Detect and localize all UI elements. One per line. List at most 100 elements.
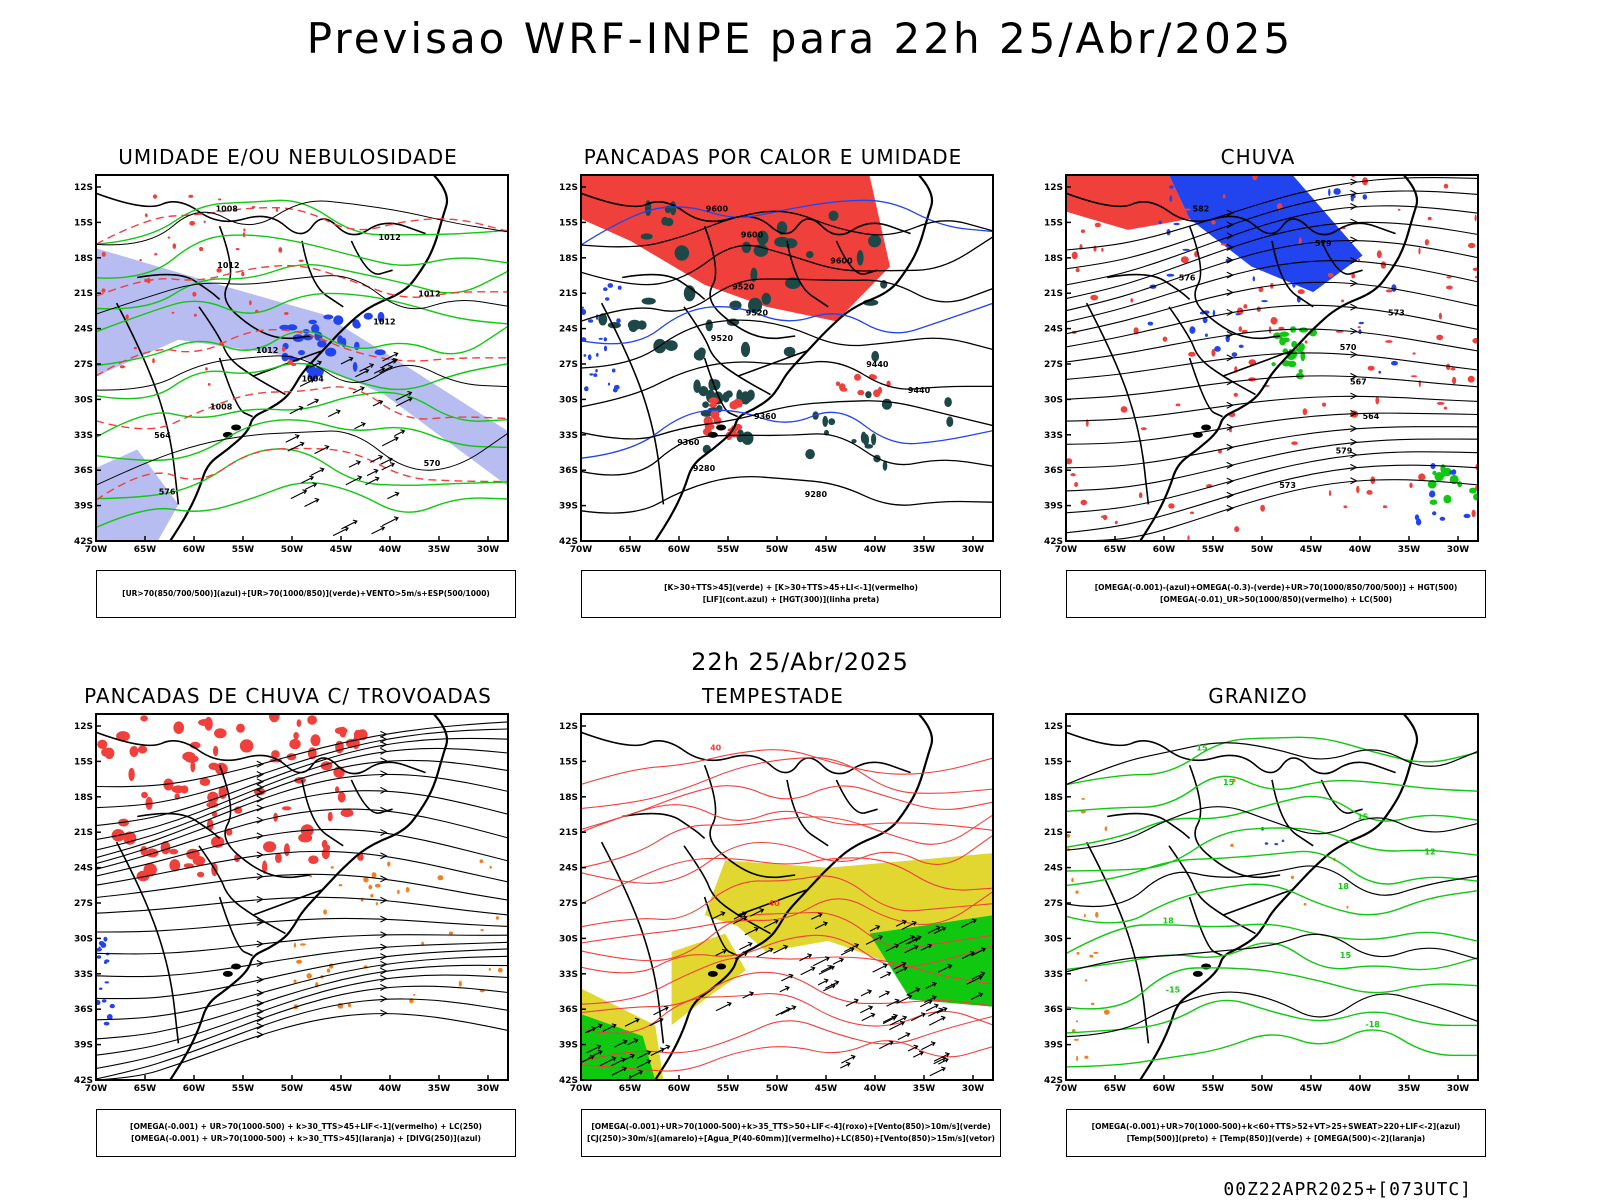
lon-label: 45W (815, 1084, 838, 1094)
precipitable-water-contour (581, 934, 993, 974)
thunderstorm-area-orange (397, 889, 400, 895)
flow-arrow (380, 852, 388, 860)
lat-label: 21S (1044, 828, 1063, 838)
thunderstorm-area-red (298, 833, 313, 843)
wind-vector (348, 460, 361, 468)
contour-label: 18 (1338, 882, 1350, 891)
convective-area (708, 378, 716, 391)
lon-label: 65W (1104, 545, 1127, 555)
wind-vector (381, 462, 395, 471)
thickness-contour (96, 206, 508, 245)
precip-area-blue (1251, 208, 1256, 214)
thunderstorm-area-red (323, 844, 331, 851)
coastline (654, 714, 934, 1080)
border-line (1085, 841, 1150, 1044)
streamline (1066, 190, 1478, 270)
lat-label: 33S (74, 431, 93, 441)
temp-850-contour (1066, 827, 1478, 872)
precip-area-red (1066, 458, 1073, 465)
thunderstorm-area-red (340, 808, 354, 818)
wind-vector (624, 1017, 640, 1027)
precip-area-blue (1204, 333, 1208, 337)
wind-vector (381, 516, 399, 527)
legend: [K>30+TTS>45](verde) + [K>30+TTS>45+LI<-… (581, 570, 1001, 618)
precip-area-blue (1362, 194, 1368, 200)
precip-area-blue (1231, 352, 1238, 357)
height-contour (581, 210, 993, 248)
thunderstorm-area-red (204, 716, 213, 731)
flow-arrow (256, 851, 265, 859)
contour-label: 576 (159, 487, 176, 496)
wind-marker (278, 247, 283, 253)
precip-area-red (1335, 330, 1344, 333)
precip-area-blue (1173, 222, 1180, 226)
wind-vector (637, 1050, 652, 1059)
precip-area-blue (1414, 514, 1420, 521)
omega-marker (1066, 833, 1071, 838)
wind-vector (659, 1044, 671, 1052)
humidity-low-contour (96, 482, 508, 529)
flow-arrow (380, 730, 388, 738)
wind-vector (920, 943, 933, 951)
convective-area (881, 398, 892, 410)
wind-vector (820, 964, 833, 973)
flow-arrow (256, 1015, 265, 1023)
map-pancadas-calor: 9600 9600 9600 9520 9520 9520 9440 9440 9360 9360… (559, 174, 994, 555)
thunderstorm-area-orange (497, 967, 503, 973)
lifted-index-contour (581, 199, 993, 246)
humidity-core (286, 324, 298, 331)
humidity-low-contour (96, 292, 508, 333)
humidity-core (377, 311, 385, 323)
precip-area-red (1385, 340, 1393, 343)
wind-marker (284, 312, 289, 315)
wind-marker (216, 268, 222, 273)
flow-arrow (1350, 279, 1358, 287)
wind-vector (910, 1012, 926, 1022)
thunderstorm-area-red (169, 859, 181, 872)
flow-arrow (1226, 423, 1235, 431)
border-line (218, 764, 311, 879)
flow-arrow (380, 770, 388, 778)
lat-label: 27S (1044, 899, 1063, 909)
streamline (1066, 412, 1478, 445)
precip-area-red (1382, 505, 1388, 509)
thunderstorm-area-red (281, 806, 292, 811)
precip-area-blue (1451, 469, 1457, 475)
precip-area-red (1100, 515, 1107, 519)
thunderstorm-area-orange (448, 931, 454, 935)
wind-vector (394, 429, 406, 437)
lon-label: 70W (85, 545, 108, 555)
flow-arrow (1350, 463, 1358, 471)
contour-label: 1012 (217, 261, 239, 270)
wind-vector (960, 918, 977, 928)
wind-vector (961, 950, 975, 960)
border-line (96, 731, 426, 775)
contour-label: 1012 (256, 346, 278, 355)
coastline (654, 175, 934, 541)
precipitable-water-contour (581, 891, 993, 944)
divergence-marker (96, 999, 101, 1006)
temp-500-contour (1066, 865, 1478, 908)
temp-850-contour (1066, 942, 1478, 971)
wind-marker (251, 206, 256, 208)
precip-area-red (1162, 336, 1168, 342)
flow-arrow (1350, 257, 1358, 265)
temp-500-contour (1066, 991, 1478, 1038)
precip-area-blue (1432, 511, 1437, 516)
thunderstorm-area-orange (413, 993, 416, 996)
precip-area-green (1449, 474, 1459, 485)
precip-area-red (1367, 365, 1375, 371)
humidity-core (311, 324, 320, 334)
wind-vector (966, 975, 983, 985)
streamline (96, 873, 508, 901)
lat-label: 27S (74, 899, 93, 909)
border-line (1271, 240, 1314, 308)
precip-area-green (1469, 487, 1477, 494)
border-line (600, 302, 665, 505)
jet-stream-area (671, 933, 746, 1026)
wind-vector (933, 926, 947, 934)
wind-marker (255, 309, 259, 313)
precip-area-blue (1182, 248, 1190, 251)
wind-vector (897, 1032, 911, 1041)
precip-area-red (1133, 204, 1139, 207)
